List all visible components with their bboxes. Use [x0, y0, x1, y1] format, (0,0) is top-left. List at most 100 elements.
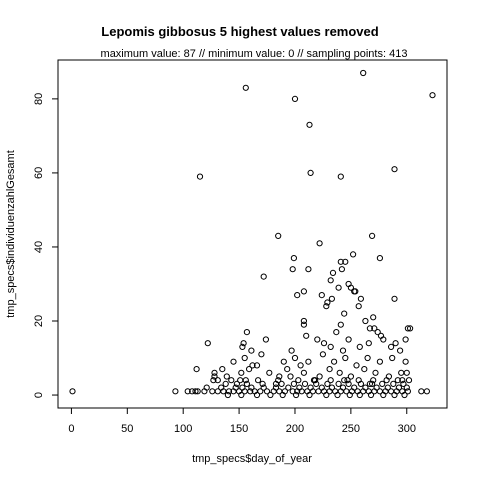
data-point — [384, 384, 391, 391]
data-point — [219, 366, 226, 373]
data-point — [369, 380, 376, 387]
data-point — [320, 340, 328, 347]
data-point — [211, 373, 218, 380]
data-point — [172, 388, 179, 395]
data-point — [397, 347, 404, 354]
data-point — [290, 255, 297, 262]
data-point — [204, 340, 211, 347]
data-point — [328, 295, 335, 302]
data-point — [293, 391, 300, 399]
data-point — [418, 388, 425, 395]
data-point — [260, 384, 267, 391]
data-point — [290, 380, 297, 387]
data-point — [341, 377, 348, 384]
data-point — [272, 380, 280, 387]
data-point — [301, 380, 309, 387]
data-point — [360, 69, 367, 77]
data-point — [399, 377, 406, 384]
chart-title: Lepomis gibbosus 5 highest values remove… — [101, 24, 378, 39]
y-tick-label: 0 — [33, 392, 45, 398]
data-point — [224, 391, 231, 399]
data-point — [404, 388, 411, 395]
data-point — [429, 92, 436, 99]
y-tick-label: 40 — [33, 241, 45, 253]
data-point — [243, 329, 250, 336]
x-tick-label: 300 — [398, 423, 416, 435]
data-point — [296, 384, 303, 391]
data-point — [366, 325, 373, 332]
data-point — [364, 354, 371, 362]
data-point — [305, 358, 312, 365]
data-point — [289, 388, 296, 395]
data-point — [248, 347, 255, 354]
data-point — [243, 380, 250, 387]
data-point — [362, 384, 369, 391]
data-point — [379, 380, 386, 387]
data-points — [69, 69, 436, 399]
data-point — [295, 377, 302, 384]
data-point — [194, 388, 201, 395]
data-point — [280, 358, 287, 365]
data-point — [237, 377, 244, 384]
data-point — [339, 384, 347, 391]
data-point — [232, 384, 239, 391]
data-point — [327, 343, 334, 350]
plot-frame — [57, 59, 448, 409]
data-point — [259, 380, 266, 387]
data-point — [225, 388, 233, 395]
data-point — [403, 369, 410, 376]
data-point — [351, 384, 358, 391]
data-point — [233, 380, 240, 387]
y-tick-label: 80 — [33, 93, 45, 105]
data-point — [238, 369, 245, 376]
data-point — [345, 336, 352, 343]
data-point — [390, 380, 397, 387]
data-point — [230, 358, 237, 365]
data-point — [326, 366, 333, 373]
data-point — [403, 384, 410, 391]
data-point — [342, 354, 349, 362]
data-point — [209, 388, 216, 395]
data-point — [307, 169, 314, 176]
data-point — [367, 391, 375, 399]
data-point — [391, 166, 398, 173]
data-point — [341, 310, 348, 317]
data-point — [305, 266, 312, 273]
y-axis: 0 20 40 60 80 — [33, 93, 59, 398]
x-tick-label: 150 — [230, 423, 248, 435]
data-point — [336, 369, 343, 376]
data-point — [284, 366, 291, 373]
x-tick-label: 50 — [121, 423, 133, 435]
data-point — [335, 380, 342, 387]
data-point — [260, 273, 267, 280]
data-point — [210, 377, 217, 384]
x-axis: 0 50 100 150 200 250 300 — [68, 407, 416, 435]
data-point — [355, 377, 362, 384]
data-point — [369, 232, 376, 239]
data-point — [329, 269, 337, 276]
data-point — [337, 173, 344, 180]
data-point — [357, 295, 364, 302]
data-point — [350, 251, 357, 258]
data-point — [337, 321, 344, 328]
data-point — [289, 266, 296, 273]
data-point — [344, 377, 351, 384]
y-axis-label: tmp_specs$individuenzahlGesamt — [5, 150, 17, 318]
data-point — [355, 303, 362, 310]
data-point — [337, 258, 344, 265]
data-point — [247, 388, 254, 395]
data-point — [318, 292, 325, 299]
data-point — [241, 354, 248, 362]
data-point — [327, 377, 334, 384]
data-point — [300, 317, 307, 325]
data-point — [239, 384, 246, 391]
data-point — [374, 329, 381, 336]
data-point — [365, 340, 372, 347]
data-point — [373, 384, 380, 391]
data-point — [312, 377, 319, 384]
data-point — [300, 321, 307, 328]
data-point — [380, 391, 387, 399]
data-point — [276, 373, 283, 380]
data-point — [291, 354, 299, 362]
